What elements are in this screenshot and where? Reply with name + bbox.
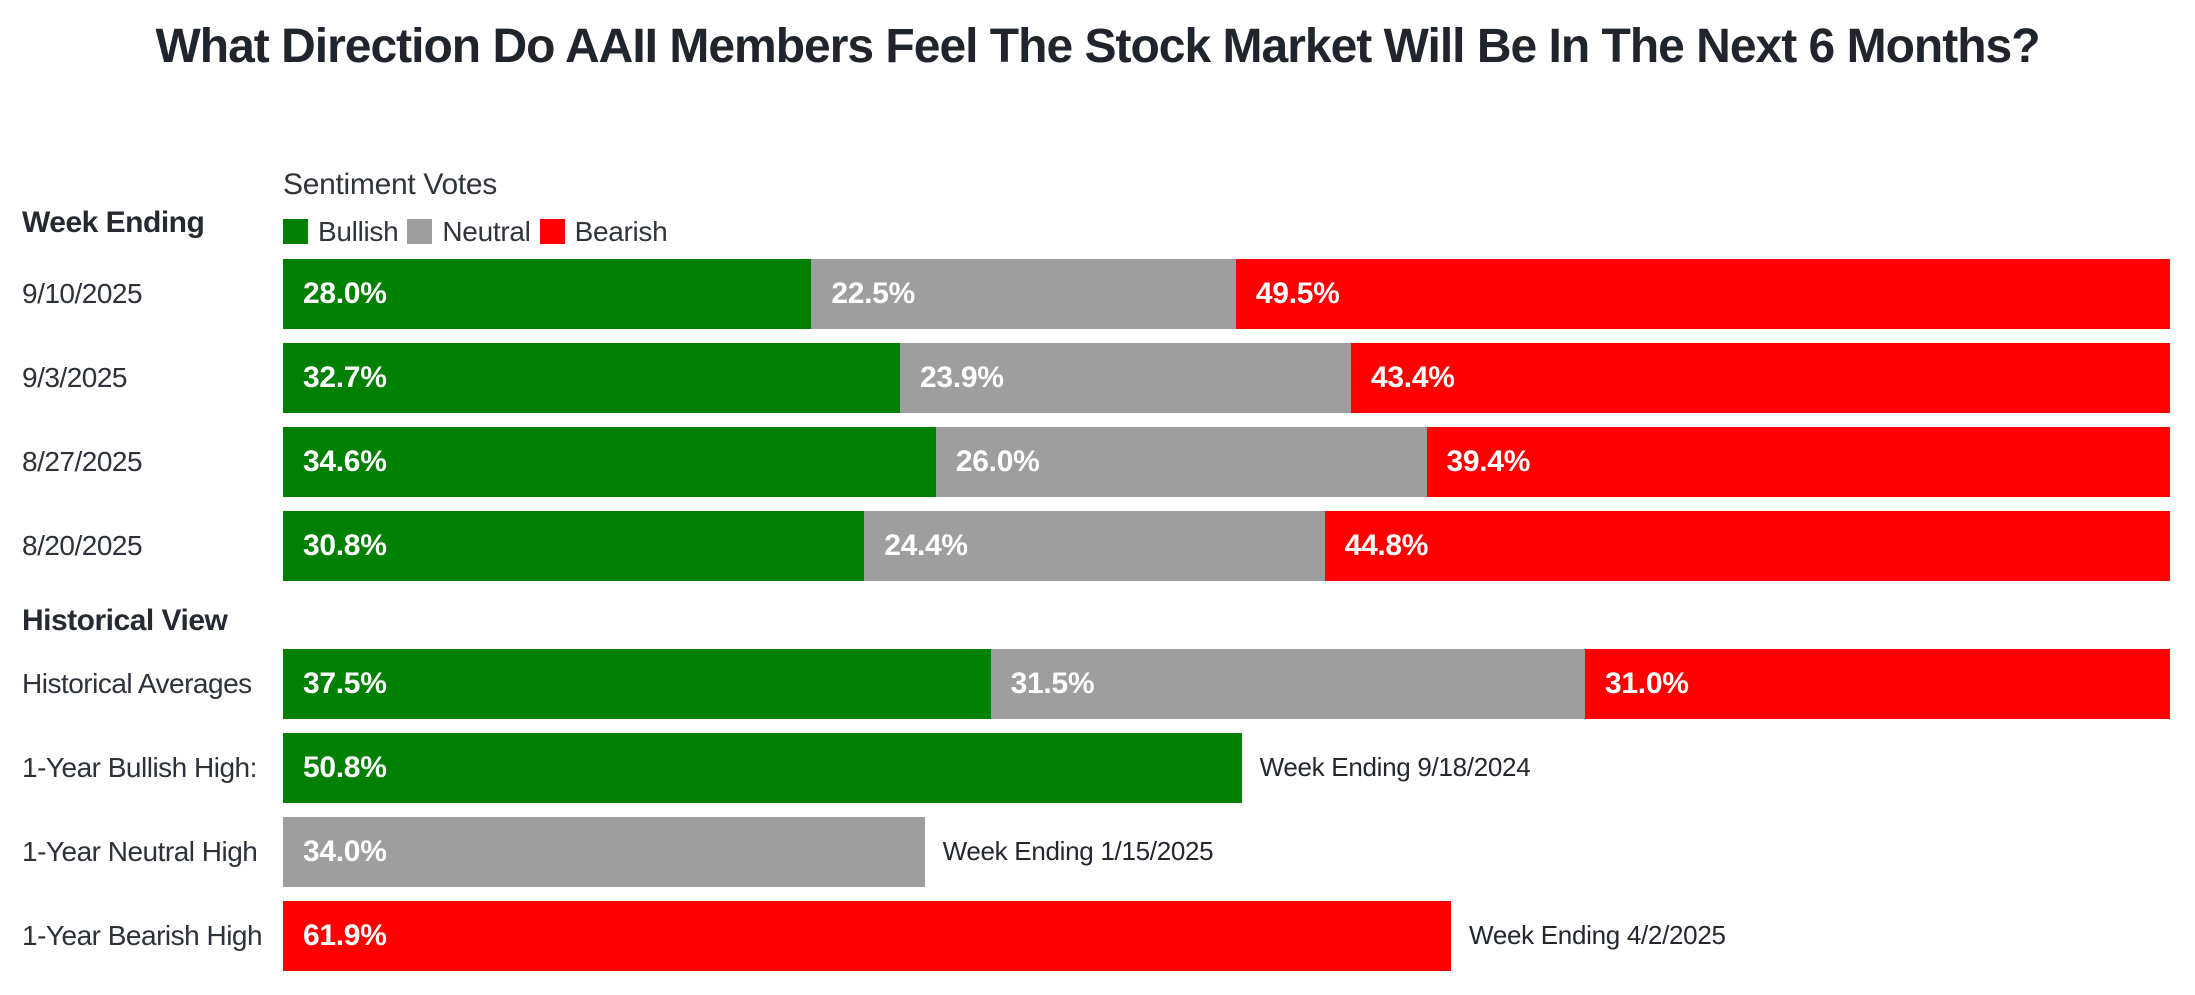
neutral-high-value-label: 34.0% xyxy=(303,834,387,868)
bullish-segment: 32.7% xyxy=(283,342,901,413)
bearish-value-label: 44.8% xyxy=(1344,528,1429,562)
sentiment-row-week-4: 8/20/2025 30.8% 24.4% 44.8% xyxy=(0,510,2195,581)
neutral-segment: 23.9% xyxy=(900,342,1352,413)
neutral-high-bar: 34.0% xyxy=(283,816,925,887)
neutral-segment: 26.0% xyxy=(935,426,1427,497)
legend-swatch-bullish xyxy=(283,219,308,245)
bullish-segment: 30.8% xyxy=(283,510,865,581)
stacked-bar: 30.8% 24.4% 44.8% xyxy=(283,510,2170,581)
weekly-rows: 9/10/2025 28.0% 22.5% 49.5% 9/3/2025 32.… xyxy=(0,258,2195,581)
legend-label-neutral: Neutral xyxy=(442,215,531,247)
stacked-bar: 34.6% 26.0% 39.4% xyxy=(283,426,2170,497)
historical-averages-row: Historical Averages 37.5% 31.5% 31.0% xyxy=(0,648,2195,719)
neutral-segment: 24.4% xyxy=(864,510,1325,581)
bullish-high-bar: 50.8% xyxy=(283,732,1242,803)
stacked-bar: 32.7% 23.9% 43.4% xyxy=(283,342,2170,413)
chart-header: Week Ending Sentiment Votes Bullish Neut… xyxy=(0,168,2195,248)
bearish-value-label: 31.0% xyxy=(1605,666,1689,700)
neutral-high-label: 1-Year Neutral High xyxy=(22,835,258,867)
week-ending-column-header: Week Ending xyxy=(22,205,205,239)
week-label: 8/20/2025 xyxy=(22,529,143,561)
bullish-high-value-label: 50.8% xyxy=(303,750,387,784)
bullish-segment: 28.0% xyxy=(283,258,812,329)
sentiment-row-week-1: 9/10/2025 28.0% 22.5% 49.5% xyxy=(0,258,2195,329)
neutral-value-label: 23.9% xyxy=(920,360,1004,394)
legend-swatch-neutral xyxy=(407,219,433,245)
neutral-value-label: 26.0% xyxy=(955,444,1040,478)
week-label: 9/10/2025 xyxy=(22,277,143,309)
bearish-segment: 44.8% xyxy=(1324,510,2170,581)
bearish-segment: 31.0% xyxy=(1585,648,2170,719)
single-bar-track: 61.9% Week Ending 4/2/2025 xyxy=(283,900,2170,971)
historical-rows: Historical Averages 37.5% 31.5% 31.0% 1-… xyxy=(0,648,2195,971)
single-bar-track: 34.0% Week Ending 1/15/2025 xyxy=(283,816,2170,887)
legend: Bullish Neutral Bearish xyxy=(283,216,2195,248)
sentiment-row-week-3: 8/27/2025 34.6% 26.0% 39.4% xyxy=(0,426,2195,497)
sentiment-row-week-2: 9/3/2025 32.7% 23.9% 43.4% xyxy=(0,342,2195,413)
chart-title: What Direction Do AAII Members Feel The … xyxy=(155,20,2040,73)
historical-view-header: Historical View xyxy=(22,603,228,637)
bearish-value-label: 43.4% xyxy=(1371,360,1455,394)
single-bar-track: 50.8% Week Ending 9/18/2024 xyxy=(283,732,2170,803)
neutral-high-annotation: Week Ending 1/15/2025 xyxy=(942,836,1214,867)
historical-averages-label: Historical Averages xyxy=(22,667,252,699)
week-label: 8/27/2025 xyxy=(22,445,143,477)
legend-label-bearish: Bearish xyxy=(574,215,668,247)
neutral-segment: 22.5% xyxy=(811,258,1236,329)
bearish-high-row: 1-Year Bearish High 61.9% Week Ending 4/… xyxy=(0,900,2195,971)
bullish-value-label: 30.8% xyxy=(303,528,387,562)
bullish-value-label: 32.7% xyxy=(303,360,387,394)
week-label: 9/3/2025 xyxy=(22,361,128,393)
bearish-value-label: 49.5% xyxy=(1255,276,1340,310)
bearish-high-bar: 61.9% xyxy=(283,900,1452,971)
bullish-value-label: 34.6% xyxy=(303,444,387,478)
stacked-bar: 37.5% 31.5% 31.0% xyxy=(283,648,2170,719)
bullish-value-label: 28.0% xyxy=(303,276,387,310)
neutral-value-label: 22.5% xyxy=(831,276,915,310)
bullish-high-label: 1-Year Bullish High: xyxy=(22,751,257,783)
aaii-sentiment-survey-chart: What Direction Do AAII Members Feel The … xyxy=(0,18,2195,995)
bullish-value-label: 37.5% xyxy=(303,666,387,700)
bearish-high-annotation: Week Ending 4/2/2025 xyxy=(1469,920,1726,951)
bullish-segment: 37.5% xyxy=(283,648,991,719)
neutral-segment: 31.5% xyxy=(990,648,1586,719)
bullish-high-annotation: Week Ending 9/18/2024 xyxy=(1259,752,1531,783)
neutral-value-label: 31.5% xyxy=(1010,666,1095,700)
stacked-bar: 28.0% 22.5% 49.5% xyxy=(283,258,2170,329)
bearish-segment: 43.4% xyxy=(1351,342,2170,413)
legend-swatch-bearish xyxy=(539,219,565,245)
legend-title: Sentiment Votes xyxy=(283,167,497,201)
neutral-high-row: 1-Year Neutral High 34.0% Week Ending 1/… xyxy=(0,816,2195,887)
bearish-value-label: 39.4% xyxy=(1446,444,1531,478)
bearish-high-value-label: 61.9% xyxy=(303,918,387,952)
bearish-high-label: 1-Year Bearish High xyxy=(22,919,263,951)
bearish-segment: 39.4% xyxy=(1426,426,2170,497)
bullish-segment: 34.6% xyxy=(283,426,936,497)
bearish-segment: 49.5% xyxy=(1235,258,2170,329)
legend-label-bullish: Bullish xyxy=(318,215,399,247)
neutral-value-label: 24.4% xyxy=(884,528,968,562)
bullish-high-row: 1-Year Bullish High: 50.8% Week Ending 9… xyxy=(0,732,2195,803)
legend-block: Sentiment Votes Bullish Neutral Bearish xyxy=(283,168,2195,248)
